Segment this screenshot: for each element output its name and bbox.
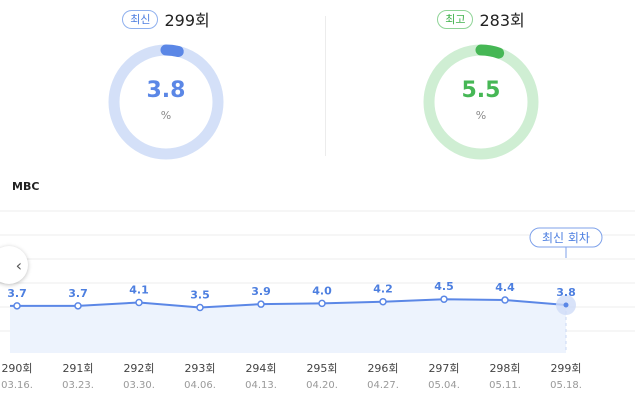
latest-badge: 최신 xyxy=(122,9,159,29)
x-date-label: 05.04. xyxy=(428,380,460,391)
data-label: 4.2 xyxy=(373,283,393,296)
data-point[interactable] xyxy=(318,299,326,308)
best-rating-ring: 5.5 % xyxy=(421,42,541,162)
data-point[interactable] xyxy=(563,302,569,308)
best-header: 최고 283회 xyxy=(381,8,581,30)
x-date-label: 03.30. xyxy=(123,380,155,391)
x-tick-label: 298회 xyxy=(489,362,520,375)
data-label: 3.5 xyxy=(190,289,210,302)
x-tick-label: 292회 xyxy=(123,362,154,375)
series-area xyxy=(10,299,566,353)
channel-label: MBC xyxy=(12,180,40,193)
data-label: 3.9 xyxy=(251,285,271,298)
data-label: 3.7 xyxy=(68,287,88,300)
x-tick-label: 295회 xyxy=(306,362,337,375)
best-rating-unit: % xyxy=(475,109,487,122)
data-point[interactable] xyxy=(501,296,509,304)
best-episode: 283회 xyxy=(479,11,525,30)
x-tick-label: 290회 xyxy=(1,362,32,375)
x-date-label: 04.20. xyxy=(306,380,338,391)
ratings-line-chart: 3.7 290회 03.16. 3.7 291회 03.23. 4.1 292회 03.30. 3… xyxy=(0,210,635,391)
data-label: 4.5 xyxy=(434,280,454,293)
x-date-label: 03.23. xyxy=(62,380,94,391)
latest-episode-callout xyxy=(529,227,603,248)
data-label: 3.8 xyxy=(556,286,576,299)
best-ring-progress xyxy=(423,44,539,160)
x-date-label: 03.16. xyxy=(1,380,33,391)
best-ring-graphic xyxy=(423,44,539,160)
latest-ring-progress xyxy=(108,44,224,160)
data-point[interactable] xyxy=(440,295,448,303)
data-point[interactable] xyxy=(257,300,265,308)
data-label: 3.7 xyxy=(7,287,27,300)
x-tick-label: 297회 xyxy=(428,362,459,375)
latest-rating-unit: % xyxy=(160,109,172,122)
data-point[interactable] xyxy=(13,302,21,310)
latest-rating-ring: 3.8 % xyxy=(106,42,226,162)
best-rating-value: 5.5 xyxy=(461,78,501,103)
data-label: 4.0 xyxy=(312,284,332,297)
latest-rating-value: 3.8 xyxy=(146,78,186,103)
x-tick-label: 296회 xyxy=(367,362,398,375)
x-tick-label: 291회 xyxy=(62,362,93,375)
x-date-label: 04.06. xyxy=(184,380,216,391)
x-date-label: 05.11. xyxy=(489,380,521,391)
latest-header: 최신 299회 xyxy=(66,8,266,30)
data-label: 4.4 xyxy=(495,281,515,294)
data-point[interactable] xyxy=(379,297,387,306)
latest-episode: 299회 xyxy=(164,11,210,30)
latest-ring-graphic xyxy=(108,44,224,160)
stat-divider xyxy=(325,16,326,156)
x-tick-label: 299회 xyxy=(550,362,581,375)
data-label: 4.1 xyxy=(129,284,149,297)
x-date-label: 05.18. xyxy=(550,380,582,391)
x-tick-label: 294회 xyxy=(245,362,276,375)
best-badge: 최고 xyxy=(437,9,474,29)
data-point[interactable] xyxy=(196,303,204,312)
data-point[interactable] xyxy=(135,298,143,307)
x-tick-label: 293회 xyxy=(184,362,215,375)
x-date-label: 04.13. xyxy=(245,380,277,391)
chevron-left-icon: ‹ xyxy=(15,255,22,275)
latest-episode-callout-text: 최신 회차 xyxy=(542,231,590,245)
data-point[interactable] xyxy=(74,302,82,310)
x-date-label: 04.27. xyxy=(367,380,399,391)
